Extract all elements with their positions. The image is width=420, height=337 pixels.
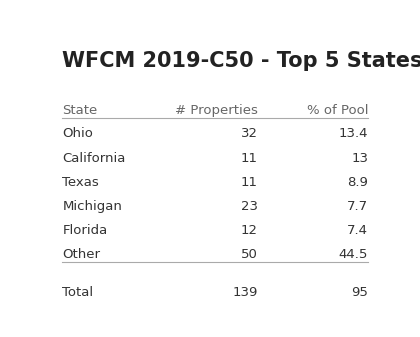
Text: Texas: Texas (62, 176, 99, 189)
Text: 8.9: 8.9 (347, 176, 368, 189)
Text: 44.5: 44.5 (339, 248, 368, 261)
Text: Other: Other (62, 248, 100, 261)
Text: Total: Total (62, 286, 93, 299)
Text: 13: 13 (351, 152, 368, 164)
Text: Florida: Florida (62, 224, 108, 237)
Text: 12: 12 (241, 224, 257, 237)
Text: State: State (62, 104, 97, 117)
Text: Ohio: Ohio (62, 127, 93, 141)
Text: 95: 95 (352, 286, 368, 299)
Text: 23: 23 (241, 200, 257, 213)
Text: Michigan: Michigan (62, 200, 122, 213)
Text: 32: 32 (241, 127, 257, 141)
Text: 139: 139 (232, 286, 257, 299)
Text: 7.7: 7.7 (347, 200, 368, 213)
Text: 13.4: 13.4 (339, 127, 368, 141)
Text: 11: 11 (241, 152, 257, 164)
Text: 50: 50 (241, 248, 257, 261)
Text: WFCM 2019-C50 - Top 5 States: WFCM 2019-C50 - Top 5 States (62, 51, 420, 71)
Text: 11: 11 (241, 176, 257, 189)
Text: % of Pool: % of Pool (307, 104, 368, 117)
Text: # Properties: # Properties (175, 104, 257, 117)
Text: 7.4: 7.4 (347, 224, 368, 237)
Text: California: California (62, 152, 126, 164)
